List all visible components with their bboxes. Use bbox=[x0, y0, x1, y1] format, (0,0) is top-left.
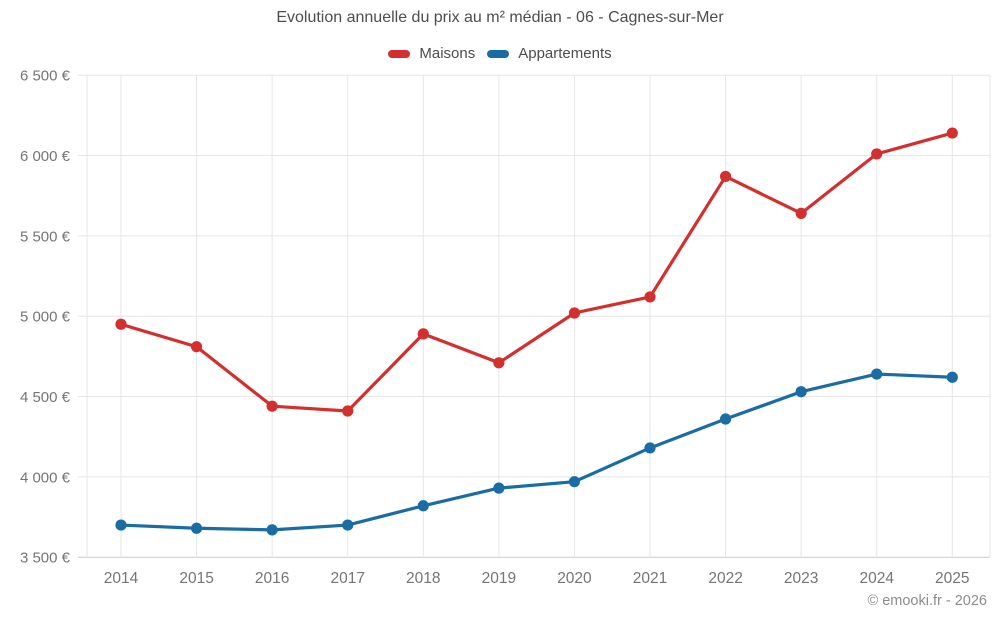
chart-legend: Maisons Appartements bbox=[0, 45, 1000, 62]
data-point[interactable] bbox=[946, 127, 958, 139]
y-tick-label: 4 500 € bbox=[20, 389, 71, 406]
x-tick-label: 2022 bbox=[708, 570, 742, 587]
legend-label-appartements: Appartements bbox=[518, 45, 612, 62]
legend-item-appartements[interactable]: Appartements bbox=[487, 45, 612, 62]
data-point[interactable] bbox=[871, 368, 883, 380]
data-point[interactable] bbox=[568, 476, 581, 488]
data-point[interactable] bbox=[871, 148, 883, 160]
x-tick-label: 2023 bbox=[784, 570, 818, 587]
data-point[interactable] bbox=[115, 318, 127, 330]
legend-label-maisons: Maisons bbox=[419, 45, 476, 62]
series-line bbox=[119, 131, 954, 413]
data-point[interactable] bbox=[266, 400, 278, 412]
data-point[interactable] bbox=[795, 207, 807, 219]
appartements-series-swatch-icon bbox=[487, 49, 510, 58]
data-point[interactable] bbox=[417, 500, 429, 512]
x-tick-label: 2015 bbox=[179, 570, 213, 587]
data-point[interactable] bbox=[795, 386, 807, 398]
x-tick-label: 2024 bbox=[859, 570, 894, 587]
data-point[interactable] bbox=[644, 291, 656, 303]
data-point[interactable] bbox=[493, 482, 505, 494]
legend-item-maisons[interactable]: Maisons bbox=[388, 45, 475, 62]
data-point[interactable] bbox=[493, 357, 505, 369]
x-tick-label: 2025 bbox=[935, 570, 969, 587]
x-tick-label: 2020 bbox=[557, 570, 592, 587]
series-appartements bbox=[115, 368, 958, 536]
x-tick-label: 2014 bbox=[104, 570, 139, 587]
data-point[interactable] bbox=[190, 341, 203, 353]
series-maisons bbox=[115, 127, 958, 417]
x-tick-label: 2017 bbox=[330, 570, 364, 587]
y-tick-label: 5 500 € bbox=[20, 228, 71, 245]
data-point[interactable] bbox=[190, 522, 203, 534]
chart-title: Evolution annuelle du prix au m² médian … bbox=[276, 9, 724, 26]
data-point[interactable] bbox=[946, 371, 958, 383]
data-point[interactable] bbox=[644, 442, 656, 454]
data-point[interactable] bbox=[342, 519, 354, 531]
data-point[interactable] bbox=[115, 519, 127, 531]
y-tick-label: 4 000 € bbox=[20, 469, 71, 486]
maisons-series-swatch-icon bbox=[388, 49, 411, 58]
data-point[interactable] bbox=[342, 405, 354, 417]
data-point[interactable] bbox=[417, 328, 429, 340]
y-tick-label: 3 500 € bbox=[20, 550, 71, 567]
y-tick-label: 5 000 € bbox=[20, 309, 71, 326]
y-tick-label: 6 500 € bbox=[20, 68, 71, 85]
series-line bbox=[119, 372, 954, 532]
x-tick-label: 2021 bbox=[633, 570, 667, 587]
x-tick-label: 2018 bbox=[406, 570, 440, 587]
x-tick-label: 2019 bbox=[482, 570, 516, 587]
copyright-credit: © emooki.fr - 2026 bbox=[867, 593, 987, 609]
data-point[interactable] bbox=[266, 524, 278, 536]
x-tick-label: 2016 bbox=[255, 570, 289, 587]
data-point[interactable] bbox=[568, 307, 581, 319]
data-point[interactable] bbox=[719, 170, 732, 183]
data-point[interactable] bbox=[719, 413, 732, 425]
y-tick-label: 6 000 € bbox=[20, 148, 71, 165]
